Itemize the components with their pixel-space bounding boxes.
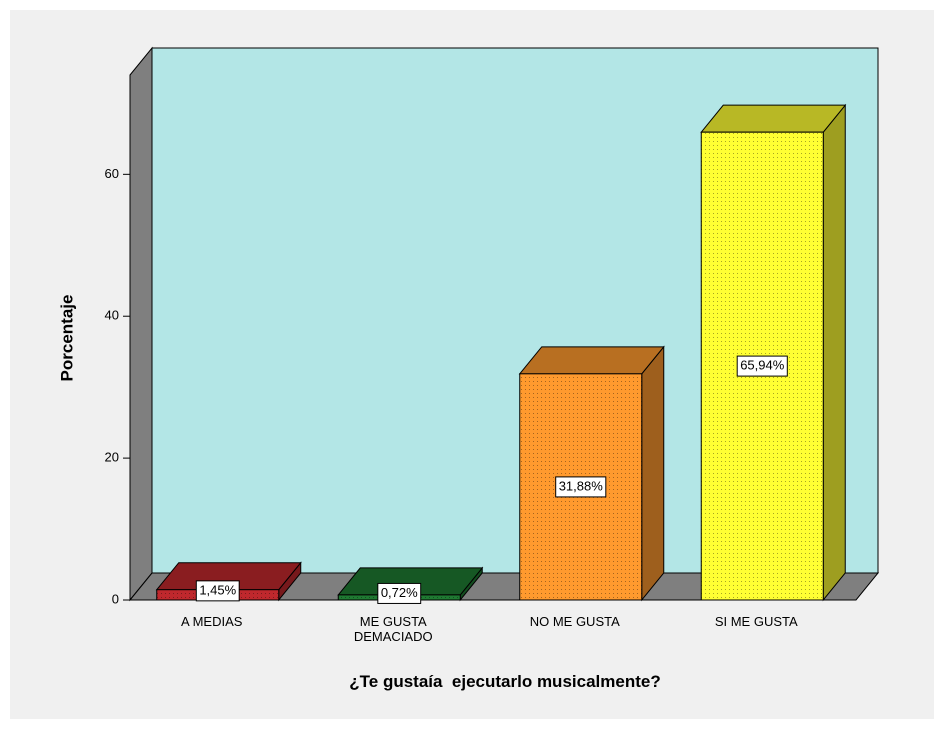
bar-top	[518, 346, 665, 375]
y-tick-label: 20	[105, 450, 119, 465]
y-tick-label: 40	[105, 308, 119, 323]
data-label: 0,72%	[381, 585, 418, 600]
data-label-box	[736, 355, 788, 377]
side-wall	[129, 46, 153, 602]
x-tick-label: SI ME GUSTA	[714, 614, 798, 629]
x-tick-label: A MEDIAS	[181, 614, 243, 629]
x-tick-label: NO ME GUSTA	[529, 614, 620, 629]
data-label-box	[555, 476, 607, 498]
data-label: 31,88%	[559, 478, 604, 493]
y-tick-label: 0	[112, 591, 119, 606]
y-axis-title: Porcentaje	[57, 295, 76, 382]
bar-top	[700, 104, 847, 133]
bar-side	[641, 345, 665, 602]
data-label-box	[195, 580, 240, 602]
data-label-box	[377, 582, 422, 604]
data-label: 1,45%	[199, 582, 236, 597]
data-label: 65,94%	[740, 358, 785, 373]
bar-side	[822, 103, 846, 602]
y-tick-label: 60	[105, 166, 119, 181]
x-axis-title: ¿Te gustaía ejecutarlo musicalmente?	[349, 672, 661, 691]
x-tick-label: ME GUSTA DEMACIADO	[353, 614, 433, 644]
